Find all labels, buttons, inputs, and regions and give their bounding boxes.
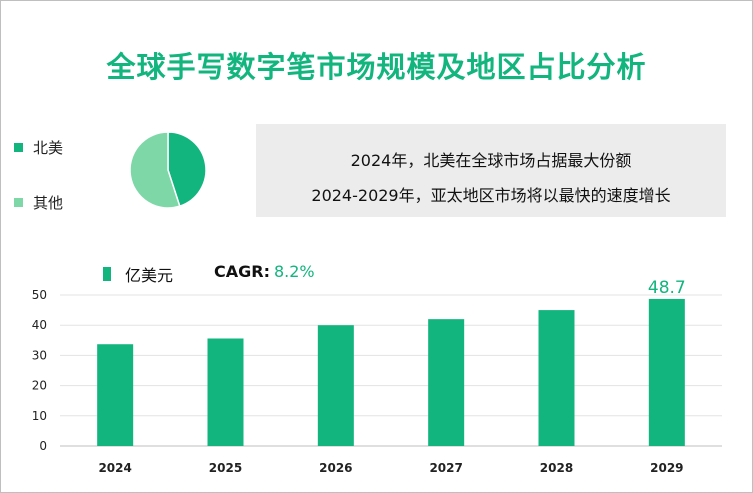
legend-label: 北美: [33, 139, 64, 157]
cagr-label: CAGR:: [214, 262, 270, 281]
info-box: 2024年，北美在全球市场占据最大份额 2024-2029年，亚太地区市场将以最…: [256, 124, 726, 217]
x-tick-label: 2027: [429, 461, 462, 475]
bar-legend: 亿美元: [103, 262, 173, 286]
info-line-2: 2024-2029年，亚太地区市场将以最快的速度增长: [311, 186, 671, 205]
pie-slice-0: [167, 131, 207, 208]
pie-legend-north-america: 北美: [14, 137, 63, 158]
x-tick-label: 2028: [540, 461, 573, 475]
pie-legend-other: 其他: [14, 192, 63, 213]
pie-slice-1: [129, 131, 181, 209]
y-tick-label: 20: [32, 379, 47, 393]
x-tick-label: 2024: [98, 461, 131, 475]
data-label: 48.7: [648, 278, 686, 298]
y-tick-label: 10: [32, 409, 47, 423]
bar-2027: [428, 319, 465, 446]
bar-2025: [207, 338, 244, 446]
legend-label: 其他: [33, 194, 64, 212]
cagr-value: 8.2%: [273, 262, 315, 281]
bar-2026: [317, 325, 354, 446]
bar-2024: [97, 344, 134, 446]
legend-swatch: [14, 198, 23, 207]
y-tick-label: 40: [32, 318, 47, 332]
bar-2029: [648, 298, 685, 446]
legend-swatch: [14, 143, 23, 152]
x-tick-label: 2025: [209, 461, 242, 475]
info-line-1: 2024年，北美在全球市场占据最大份额: [350, 151, 632, 170]
x-tick-label: 2026: [319, 461, 352, 475]
page-title: 全球手写数字笔市场规模及地区占比分析: [106, 50, 647, 84]
bar-legend-label: 亿美元: [125, 266, 174, 285]
y-tick-label: 0: [39, 439, 47, 453]
cagr-text: CAGR: 8.2%: [214, 262, 315, 281]
x-tick-label: 2029: [650, 461, 683, 475]
y-tick-label: 50: [32, 288, 47, 302]
y-tick-label: 30: [32, 348, 47, 362]
bar-2028: [538, 310, 575, 446]
bar-legend-swatch: [103, 267, 111, 281]
